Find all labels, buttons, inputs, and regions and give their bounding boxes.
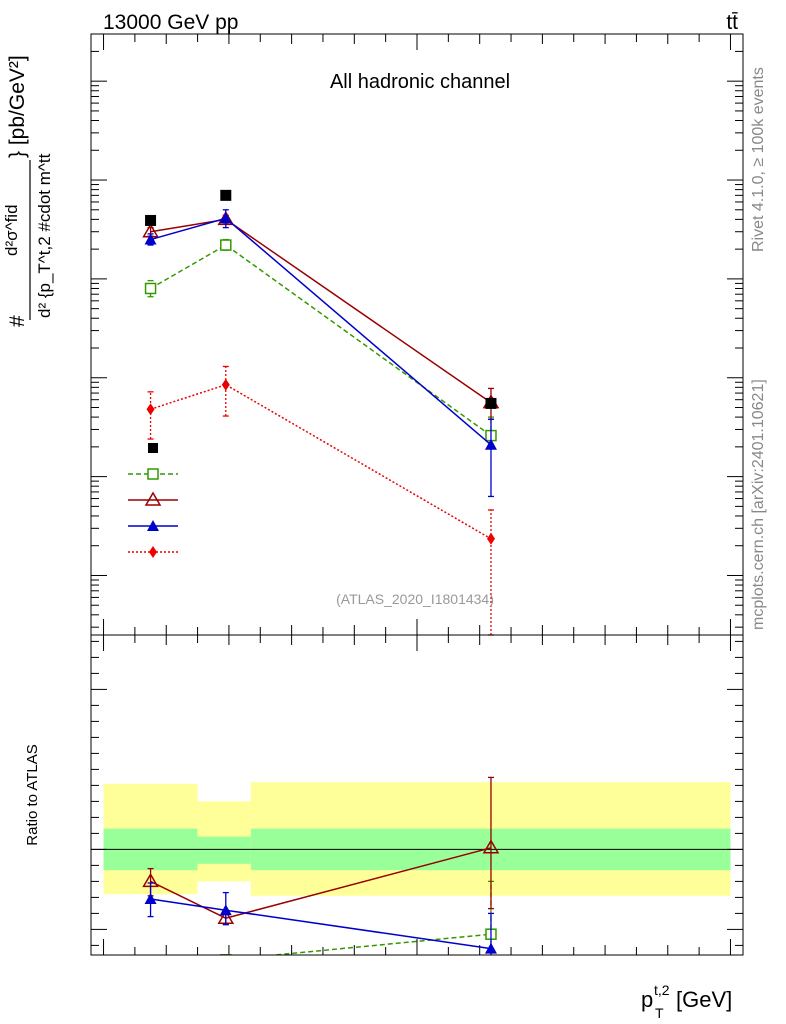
- series-line-herwig-7-2-1-default: [150, 244, 492, 437]
- series-line-pythia-8-315-default: [150, 217, 492, 446]
- process-label: tt̄: [726, 11, 738, 34]
- ratio-plot-panel: [90, 634, 744, 982]
- analysis-tag: (ATLAS_2020_I1801434): [336, 591, 494, 607]
- rivet-version-label: Rivet 4.1.0, ≥ 100k events: [750, 67, 767, 252]
- mcplots-credit-label: mcplots.cern.ch [arXiv:2401.10621]: [750, 379, 767, 630]
- energy-label: 13000 GeV pp: [103, 11, 238, 34]
- legend-marker-sherpa-2-2-4-default: [149, 546, 157, 558]
- main-frame: [90, 33, 744, 636]
- ratio-uncertainty-bands: [103, 782, 731, 896]
- chart-title: All hadronic channel: [330, 71, 510, 93]
- data-point-sherpa-2-2-4-default: [221, 378, 230, 391]
- legend-marker-pythia-6-428-370: [144, 491, 162, 506]
- ratio-frame: [90, 634, 744, 956]
- ylabel-numerator: d²σ^fid: [2, 204, 21, 256]
- xlabel-base: p: [641, 987, 653, 1012]
- data-point-pythia-8-315-default: [484, 438, 497, 450]
- xlabel-unit: [GeV]: [676, 987, 732, 1012]
- data-point-atlas: [145, 214, 157, 226]
- main-series-layer: [142, 189, 500, 636]
- legend-marker-atlas: [148, 443, 158, 453]
- ratio-point-pythia-6-428-370: [482, 839, 500, 854]
- ratio-axis-ticks: [91, 635, 743, 955]
- legend: [128, 443, 178, 558]
- data-point-sherpa-2-2-4-default: [486, 532, 495, 545]
- data-point-herwig-7-2-1-default: [144, 282, 157, 295]
- ratio-point-herwig-7-2-1-default: [220, 954, 232, 955]
- main-y-axis-label: # d²σ^fid d² {p_T^t,2 #cdot m^tt } [pb/G…: [2, 55, 54, 327]
- ylabel-unit: } [pb/GeV²]: [6, 55, 29, 158]
- data-point-atlas: [485, 397, 497, 409]
- ratio-line-pythia-8-315-default: [150, 898, 492, 950]
- ratio-point-pythia-8-315-default: [219, 904, 232, 916]
- data-point-herwig-7-2-1-default: [220, 239, 232, 251]
- data-point-pythia-8-315-default: [144, 233, 157, 245]
- x-axis-label: p T t,2 [GeV]: [641, 982, 732, 1021]
- xlabel-sub: T: [655, 1005, 664, 1021]
- main-axis-ticks: [91, 34, 743, 635]
- legend-marker-herwig-7-2-1-default: [147, 468, 159, 480]
- series-line-pythia-6-428-370: [150, 218, 492, 404]
- ratio-point-pythia-8-315-default: [144, 893, 157, 904]
- ratio-y-axis-label: Ratio to ATLAS: [24, 744, 41, 845]
- data-point-atlas: [220, 189, 232, 201]
- ratio-point-herwig-7-2-1-default: [146, 972, 156, 982]
- ratio-point-pythia-8-315-default: [484, 942, 497, 954]
- data-point-pythia-8-315-default: [219, 212, 232, 224]
- ratio-inner-band: [197, 836, 251, 864]
- legend-marker-pythia-8-315-default: [147, 520, 159, 531]
- xlabel-sup: t,2: [654, 982, 670, 998]
- series-line-sherpa-2-2-4-default: [150, 383, 492, 540]
- ylabel-denominator: d² {p_T^t,2 #cdot m^tt: [35, 153, 54, 318]
- data-point-sherpa-2-2-4-default: [146, 403, 155, 416]
- ylabel-hash: #: [6, 315, 29, 327]
- main-plot-panel: All hadronic channel (ATLAS_2020_I180143…: [90, 33, 744, 636]
- ratio-series-layer: [142, 776, 500, 982]
